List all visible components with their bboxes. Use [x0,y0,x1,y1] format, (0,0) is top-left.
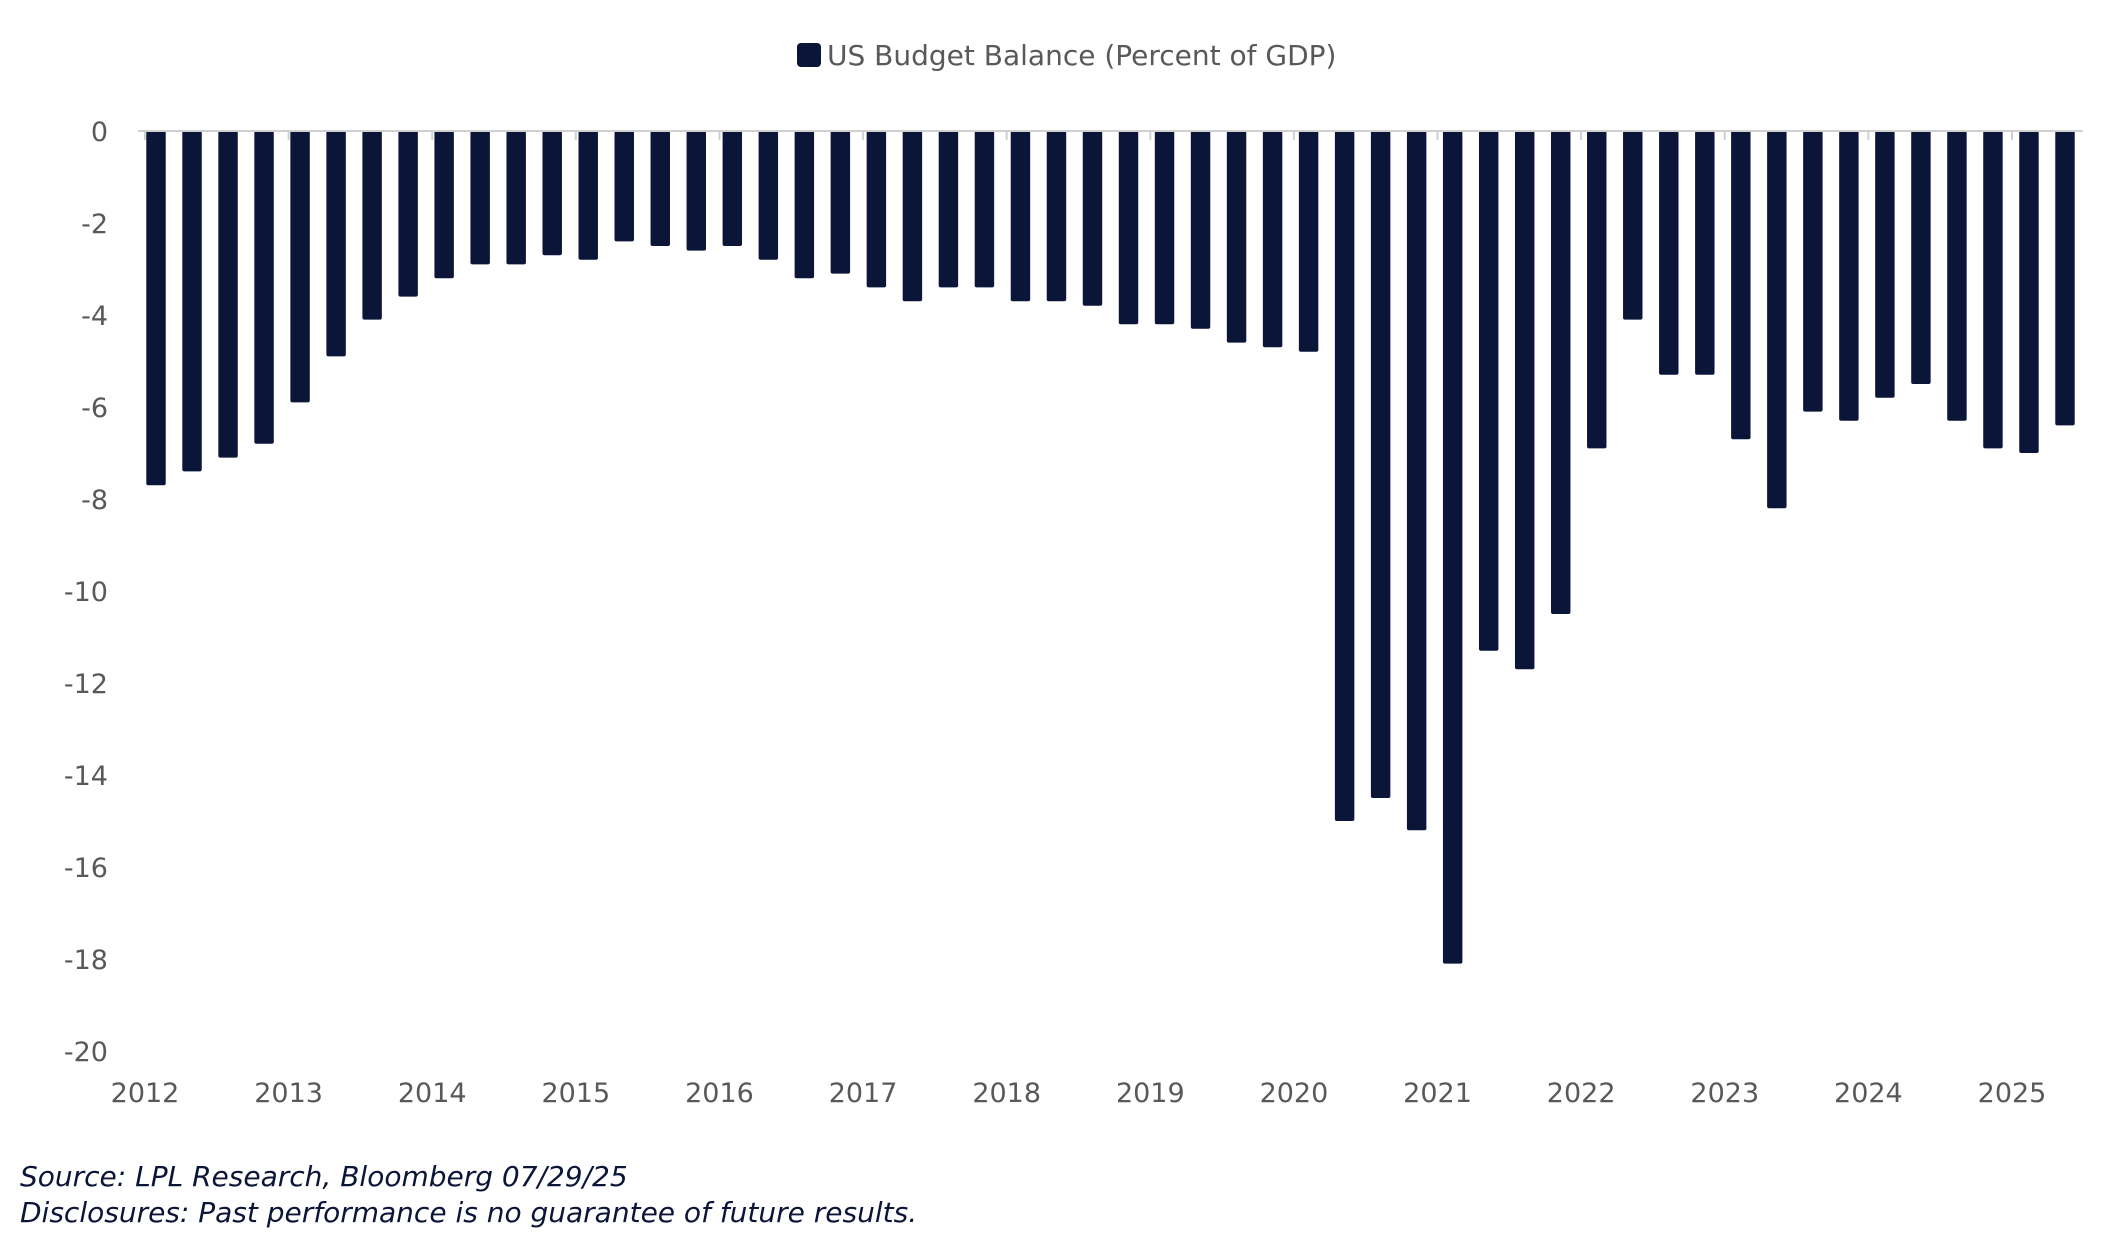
x-tick-label: 2019 [1116,1078,1185,1109]
y-tick-label: -14 [64,761,108,792]
bar [1514,131,1535,670]
bars [146,131,2075,964]
x-axis: 2012 2013 2014 2015 2016 2017 2018 2019 2020 2021… [111,130,2083,1109]
x-tick-label: 2024 [1834,1078,1903,1109]
bar [1695,131,1715,375]
bar [218,131,238,458]
bar [1226,131,1247,343]
bar [1551,131,1571,614]
y-tick-label: -16 [64,853,108,884]
bar [1478,131,1499,651]
y-tick-label: -8 [81,485,108,516]
x-tick-label: 2025 [1978,1078,2047,1109]
bar [1839,131,1859,421]
y-tick-label: -6 [81,393,108,424]
bar [2055,131,2075,426]
y-tick-label: -18 [64,945,108,976]
x-tick-label: 2021 [1403,1078,1472,1109]
bar [362,131,382,320]
x-tick-label: 2018 [972,1078,1041,1109]
x-tick-label: 2013 [254,1078,323,1109]
bar [686,131,707,251]
bar [470,131,490,265]
bar [290,131,310,403]
bar [2019,131,2039,453]
x-tick-label: 2020 [1260,1078,1329,1109]
x-tick-label: 2015 [541,1078,610,1109]
bar [1334,131,1355,821]
x-tick-label: 2016 [685,1078,754,1109]
bar [1298,131,1319,352]
legend: US Budget Balance (Percent of GDP) [797,39,1336,72]
y-axis-ticks: 0 -2 -4 -6 -8 -10 -12 -14 -16 -18 -20 [64,117,108,1068]
bar [1262,131,1283,348]
bar [1983,131,2003,449]
bar [146,131,166,486]
bar [1118,131,1139,325]
bar [866,131,887,288]
x-tick-label: 2017 [829,1078,898,1109]
bar [1370,131,1391,798]
bar [938,131,959,288]
x-tick-label: 2012 [111,1078,180,1109]
bar [254,131,274,444]
bar [1803,131,1823,412]
y-tick-label: -10 [64,577,108,608]
bar [1587,131,1607,449]
bar [578,131,598,260]
bar [1623,131,1643,320]
bar [1659,131,1679,375]
bar [902,131,923,302]
source-note: Source: LPL Research, Bloomberg 07/29/25 [20,1160,628,1193]
bar [1731,131,1751,440]
bar [1911,131,1931,384]
bar [1046,131,1067,302]
bar [794,131,815,279]
bar [1767,131,1787,509]
bar [1190,131,1211,329]
bar [1875,131,1895,398]
bar [182,131,202,472]
bar [974,131,995,288]
bar [542,131,562,256]
bar [614,131,634,242]
bar [434,131,454,279]
x-tick-label: 2022 [1547,1078,1616,1109]
bar [1442,131,1463,964]
disclosure-note: Disclosures: Past performance is no guar… [20,1196,918,1229]
y-tick-label: -4 [81,301,108,332]
bar [506,131,526,265]
bar [1010,131,1031,302]
budget-balance-chart: US Budget Balance (Percent of GDP) 0 -2 -4… [64,39,2083,1109]
bar [758,131,779,260]
bar [1947,131,1967,421]
y-tick-label: -20 [64,1037,108,1068]
bar [650,131,670,246]
bar [830,131,851,274]
bar [398,131,418,297]
y-tick-label: 0 [91,117,108,148]
bar [1406,131,1427,831]
bar [1154,131,1175,325]
bar [722,131,743,246]
legend-swatch [797,43,821,67]
bar [1082,131,1103,306]
x-tick-label: 2023 [1690,1078,1759,1109]
y-tick-label: -2 [81,209,108,240]
y-tick-label: -12 [64,669,108,700]
bar [326,131,346,357]
legend-label: US Budget Balance (Percent of GDP) [827,39,1336,72]
x-tick-label: 2014 [398,1078,467,1109]
